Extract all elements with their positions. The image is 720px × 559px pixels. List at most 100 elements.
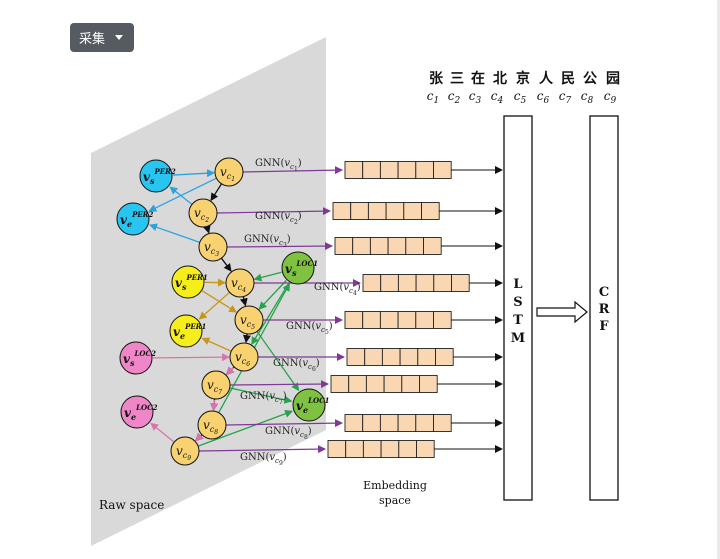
char-index-label: c7: [559, 89, 572, 106]
embedding-cell: [352, 237, 371, 255]
loc2-edge: [195, 432, 204, 442]
embedding-cell: [348, 375, 367, 393]
char-index-label: c6: [537, 89, 550, 106]
entity-node-s-per1: [171, 265, 205, 299]
entity-node-label: vsPER1: [175, 273, 208, 292]
embedding-cell: [362, 161, 381, 179]
embedding-cell: [415, 274, 435, 292]
embedding-cell: [451, 274, 470, 292]
char-node-label: vc7: [207, 378, 222, 396]
embedding-cell: [380, 274, 399, 292]
embedding-cell: [380, 440, 400, 458]
embedding-cell: [332, 202, 352, 220]
char-sequence-edge: [210, 183, 223, 202]
embedding-cell: [344, 414, 364, 432]
entity-node-e-per2: [116, 202, 150, 236]
entity-node-s-per2: [139, 159, 173, 193]
gnn-arrow: [225, 419, 343, 428]
char-index-label: c5: [514, 89, 527, 106]
char-node-label: vc9: [176, 444, 191, 462]
char-index-label: c9: [604, 89, 617, 106]
lstm-letter: T: [513, 313, 523, 328]
embedding-cell: [369, 237, 389, 255]
collect-button[interactable]: 采集: [70, 23, 134, 52]
per2-edge: [172, 169, 216, 178]
embedding-cell: [379, 161, 399, 179]
sentence-char: 民: [561, 71, 575, 87]
lstm-box: [503, 115, 533, 501]
entity-node-s-loc2: [119, 341, 153, 375]
embedding-cell: [415, 161, 434, 179]
entity-node-label: vsPER2: [143, 167, 176, 186]
char-sequence-edge: [202, 224, 211, 234]
sentence-char: 园: [606, 71, 620, 87]
lstm-letter: M: [511, 331, 525, 346]
per2-edge: [149, 223, 201, 243]
crf-letter: C: [599, 285, 609, 300]
sentence-char: 北: [493, 71, 507, 87]
entity-node-s-loc1: [281, 251, 315, 285]
embedding-cell: [433, 274, 452, 292]
char-sequence-edge: [242, 333, 251, 344]
loc2-edge: [210, 399, 219, 412]
embedding-cell: [433, 311, 452, 329]
crf-box: [589, 115, 619, 501]
lstm-letter: S: [513, 295, 522, 310]
char-node-v-c9: [170, 436, 200, 466]
sentence-char: 三: [450, 71, 464, 87]
char-node-label: vc6: [235, 350, 250, 368]
raw-space-label: Raw space: [99, 498, 164, 512]
entity-node-label: veLOC1: [296, 396, 330, 415]
embedding-cell: [330, 375, 350, 393]
embedding-cell: [401, 375, 420, 393]
embedding-cell: [435, 348, 454, 366]
sentence-char: 人: [539, 70, 554, 87]
embedding-cell: [397, 161, 417, 179]
entity-node-e-loc1: [292, 388, 326, 422]
embedding-cell: [344, 161, 364, 179]
gnn-label: GNN(vc8): [265, 426, 312, 441]
gnn-label: GNN(vc5): [286, 321, 333, 336]
sentence-char: 在: [471, 70, 485, 87]
embedding-cell: [346, 348, 366, 366]
embedding-cell: [423, 237, 442, 255]
gnn-label: GNN(vc3): [244, 234, 291, 249]
char-node-v-c2: [188, 198, 218, 228]
embedding-cell: [433, 161, 452, 179]
gnn-arrow: [198, 445, 326, 454]
lstm-letter: L: [513, 277, 522, 292]
embedding-space-label-line2: space: [379, 494, 411, 507]
char-index-label: c8: [581, 89, 594, 106]
char-node-label: vc4: [231, 276, 246, 294]
entity-node-label: vsLOC1: [285, 259, 318, 278]
entity-node-e-loc2: [120, 395, 154, 429]
loc1-edge: [229, 387, 293, 404]
crf-letter: F: [599, 319, 609, 334]
gnn-arrow: [242, 166, 343, 175]
char-index-label: c1: [427, 89, 439, 106]
embedding-space-label-line1: Embedding: [363, 479, 427, 492]
embedding-cell: [381, 348, 401, 366]
char-node-v-c7: [201, 370, 231, 400]
scrollbar-track[interactable]: [717, 0, 720, 559]
entity-node-label: vePER2: [120, 210, 153, 229]
embedding-cell: [421, 202, 440, 220]
loc2-edge: [150, 422, 175, 443]
embedding-cell: [362, 274, 382, 292]
gnn-label: GNN(vc6): [273, 358, 320, 373]
embedding-cell: [405, 237, 424, 255]
sentence-char: 京: [516, 70, 530, 87]
loc1-edge: [197, 409, 294, 447]
embedding-cell: [403, 202, 422, 220]
embedding-cell: [334, 237, 354, 255]
embedding-cell: [362, 440, 382, 458]
embedding-cell: [398, 440, 417, 458]
per1-edge: [202, 290, 238, 313]
gnn-label: GNN(vc2): [255, 211, 302, 226]
char-node-label: vc1: [220, 165, 235, 183]
char-node-label: vc5: [240, 313, 255, 331]
per1-edge: [201, 337, 232, 352]
entity-node-label: vsLOC2: [123, 349, 156, 368]
